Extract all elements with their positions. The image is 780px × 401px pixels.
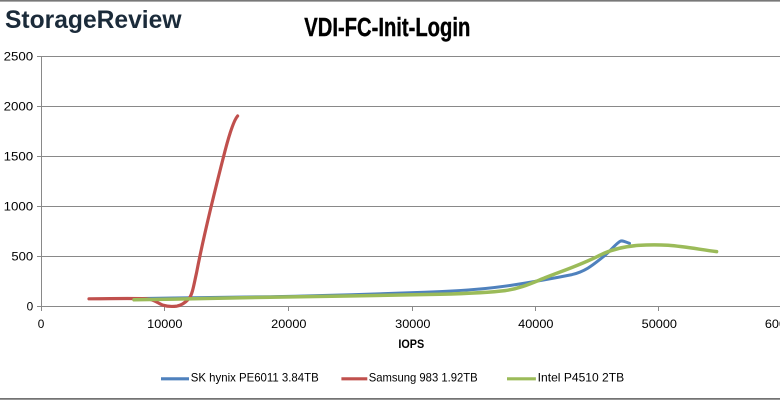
svg-text:500: 500	[11, 249, 33, 263]
svg-text:Intel P4510 2TB: Intel P4510 2TB	[538, 371, 625, 385]
svg-text:IOPS: IOPS	[398, 339, 424, 351]
svg-text:SK hynix PE6011 3.84TB: SK hynix PE6011 3.84TB	[191, 371, 319, 385]
svg-text:20000: 20000	[271, 317, 307, 331]
svg-text:1500: 1500	[4, 149, 34, 163]
svg-text:0: 0	[38, 317, 45, 331]
svg-text:30000: 30000	[395, 317, 431, 331]
svg-text:1000: 1000	[4, 199, 34, 213]
svg-text:VDI-FC-Init-Login: VDI-FC-Init-Login	[304, 14, 470, 42]
svg-text:50000: 50000	[642, 317, 678, 331]
svg-text:10000: 10000	[147, 317, 183, 331]
svg-text:StorageReview: StorageReview	[5, 6, 182, 34]
svg-text:40000: 40000	[518, 317, 554, 331]
svg-text:Samsung 983 1.92TB: Samsung 983 1.92TB	[369, 371, 478, 385]
svg-text:2500: 2500	[4, 49, 34, 63]
svg-text:2000: 2000	[4, 99, 34, 113]
svg-text:0: 0	[27, 299, 34, 313]
svg-text:60000: 60000	[765, 317, 780, 331]
